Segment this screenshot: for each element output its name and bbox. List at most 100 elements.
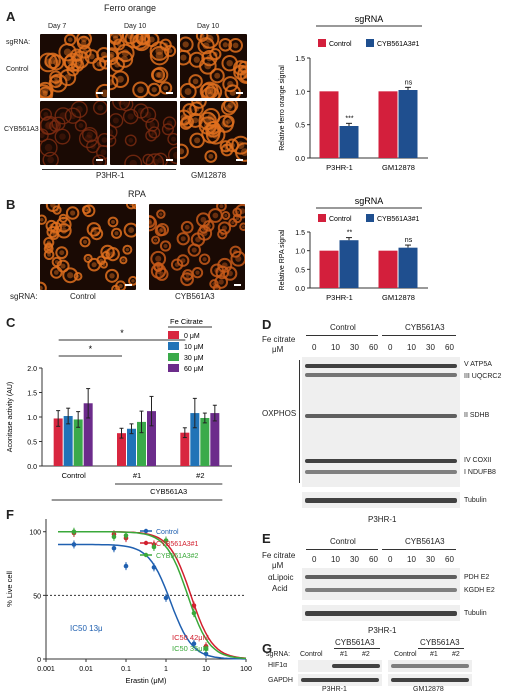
legend-swatch xyxy=(366,214,374,222)
legend-label: 10 μM xyxy=(184,344,204,351)
dose-label: 0 xyxy=(388,555,393,564)
significance-mark: ns xyxy=(405,79,413,86)
significance-mark: *** xyxy=(345,115,353,122)
data-point xyxy=(163,595,169,601)
chart-b-rpa: 0.0 0.5 1.0 1.5 Relative RPA signal ** P3HR-1 n… xyxy=(279,196,428,302)
micrograph-a-control-gm xyxy=(180,34,247,98)
panel-e-band-pdh: PDH E2 xyxy=(464,574,490,581)
panel-g-protein-hif: HIF1α xyxy=(268,662,288,669)
panel-b-cond-control: Control xyxy=(70,292,96,301)
panel-a-title: Ferro orange xyxy=(104,3,157,13)
dose-label: 60 xyxy=(445,343,454,352)
legend-label: Control xyxy=(329,216,352,223)
bar xyxy=(398,90,418,158)
y-axis-label: % Live cell xyxy=(5,571,14,607)
x-tick-label: #2 xyxy=(196,471,204,480)
blot-e-lipoic xyxy=(302,568,460,600)
dose-label: 60 xyxy=(369,555,378,564)
ic50-cyb2: IC50 35μM xyxy=(172,644,209,653)
panel-e-left-label-1: αLipoic xyxy=(268,573,294,582)
legend-swatch xyxy=(168,331,179,339)
panel-g-sgrna-label: sgRNA: xyxy=(266,651,291,658)
data-point xyxy=(163,538,169,543)
bar xyxy=(83,403,93,466)
blot-d-oxphos xyxy=(302,357,460,487)
x-tick-label: 0.01 xyxy=(79,666,93,673)
dose-label: 60 xyxy=(445,555,454,564)
chart-f-erastin: 0 50 100 0.001 0.01 0.1 1 10 100 % Live cell Erast… xyxy=(5,519,252,685)
y-tick-label: 1.5 xyxy=(295,230,305,237)
legend-swatch xyxy=(366,39,374,47)
legend-marker xyxy=(143,552,149,558)
legend-marker xyxy=(143,540,149,546)
panel-e-band-kgdh: KGDH E2 xyxy=(464,587,495,594)
legend-label: 60 μM xyxy=(184,366,204,373)
significance-mark: * xyxy=(120,328,124,338)
panel-d-group-control: Control xyxy=(330,323,356,332)
y-tick-label: 50 xyxy=(33,593,41,600)
y-tick-label: 0 xyxy=(37,657,41,664)
data-point xyxy=(151,544,157,550)
bar xyxy=(117,433,126,466)
panel-a-day-2: Day 10 xyxy=(124,23,147,30)
panel-d-band-ndufb8: I NDUFB8 xyxy=(464,469,496,476)
significance-mark: ** xyxy=(347,230,353,237)
panel-f-letter: F xyxy=(6,507,14,522)
legend-title: Fe Citrate xyxy=(170,317,203,326)
bar xyxy=(147,411,156,466)
micrograph-a-cyb-day7 xyxy=(40,101,107,165)
panel-b-sgrna-label: sgRNA: xyxy=(10,292,38,301)
y-tick-label: 1.0 xyxy=(295,249,305,256)
blot-g-p3hr1-hif xyxy=(298,660,382,672)
panel-b-title: RPA xyxy=(128,189,146,199)
panel-d-band-uqcrc2: III UQCRC2 xyxy=(464,373,502,380)
legend-label: Control xyxy=(156,529,179,536)
chart-a-ferro-orange: 0.0 0.5 1.0 1.5 Relative ferro orange signal… xyxy=(279,14,428,172)
x-tick-label: 0.001 xyxy=(37,666,55,673)
dose-label: 30 xyxy=(350,555,359,564)
bar xyxy=(339,126,359,158)
panel-a-cell-gm: GM12878 xyxy=(191,171,227,180)
significance-mark: * xyxy=(89,344,93,354)
micrograph-b-cyb xyxy=(149,204,245,290)
y-axis-label: Aconitase activity (AU) xyxy=(7,382,14,452)
y-tick-label: 100 xyxy=(29,530,41,537)
x-tick-label: #1 xyxy=(133,471,141,480)
data-point xyxy=(151,565,157,570)
y-tick-label: 1.0 xyxy=(27,415,37,422)
panel-g-line-1 xyxy=(334,648,380,649)
bar xyxy=(190,413,200,466)
panel-d-line-cyb xyxy=(382,335,456,336)
ic50-cyb1: IC50 42μM xyxy=(172,633,209,642)
panel-g-lane-5: #1 xyxy=(430,651,438,658)
blot-g-p3hr1-gapdh xyxy=(298,674,382,686)
panel-a-row-control: Control xyxy=(6,66,29,73)
panel-d-band-atp5a: V ATP5A xyxy=(464,361,492,368)
panel-e-loading: Tubulin xyxy=(464,610,487,617)
y-tick-label: 0.0 xyxy=(295,156,305,163)
bar xyxy=(378,250,398,288)
x-tick-label: GM12878 xyxy=(382,293,415,302)
micrograph-a-control-day10 xyxy=(110,34,177,98)
y-tick-label: 1.5 xyxy=(295,56,305,63)
dose-label: 10 xyxy=(331,343,340,352)
panel-d-loading: Tubulin xyxy=(464,497,487,504)
chart-header: sgRNA xyxy=(355,196,384,206)
y-tick-label: 1.0 xyxy=(295,89,305,96)
panel-a-cell-p3hr1: P3HR-1 xyxy=(96,171,125,180)
panel-e-unit: μM xyxy=(272,561,284,570)
dose-label: 0 xyxy=(312,343,317,352)
panel-c-letter: C xyxy=(6,315,16,330)
data-point xyxy=(191,610,197,616)
y-tick-label: 0.0 xyxy=(295,286,305,293)
bar xyxy=(339,240,359,288)
panel-d-line-control xyxy=(306,335,378,336)
panel-d-bracket xyxy=(299,360,300,483)
data-point xyxy=(111,545,117,551)
x-axis-label: Erastin (μM) xyxy=(126,676,167,685)
panel-e-left-label-2: Acid xyxy=(272,584,288,593)
data-point xyxy=(71,542,77,547)
panel-g-lane-2: #1 xyxy=(340,651,348,658)
bar xyxy=(398,247,418,288)
panel-g-cell-p3hr1: P3HR-1 xyxy=(322,686,347,693)
